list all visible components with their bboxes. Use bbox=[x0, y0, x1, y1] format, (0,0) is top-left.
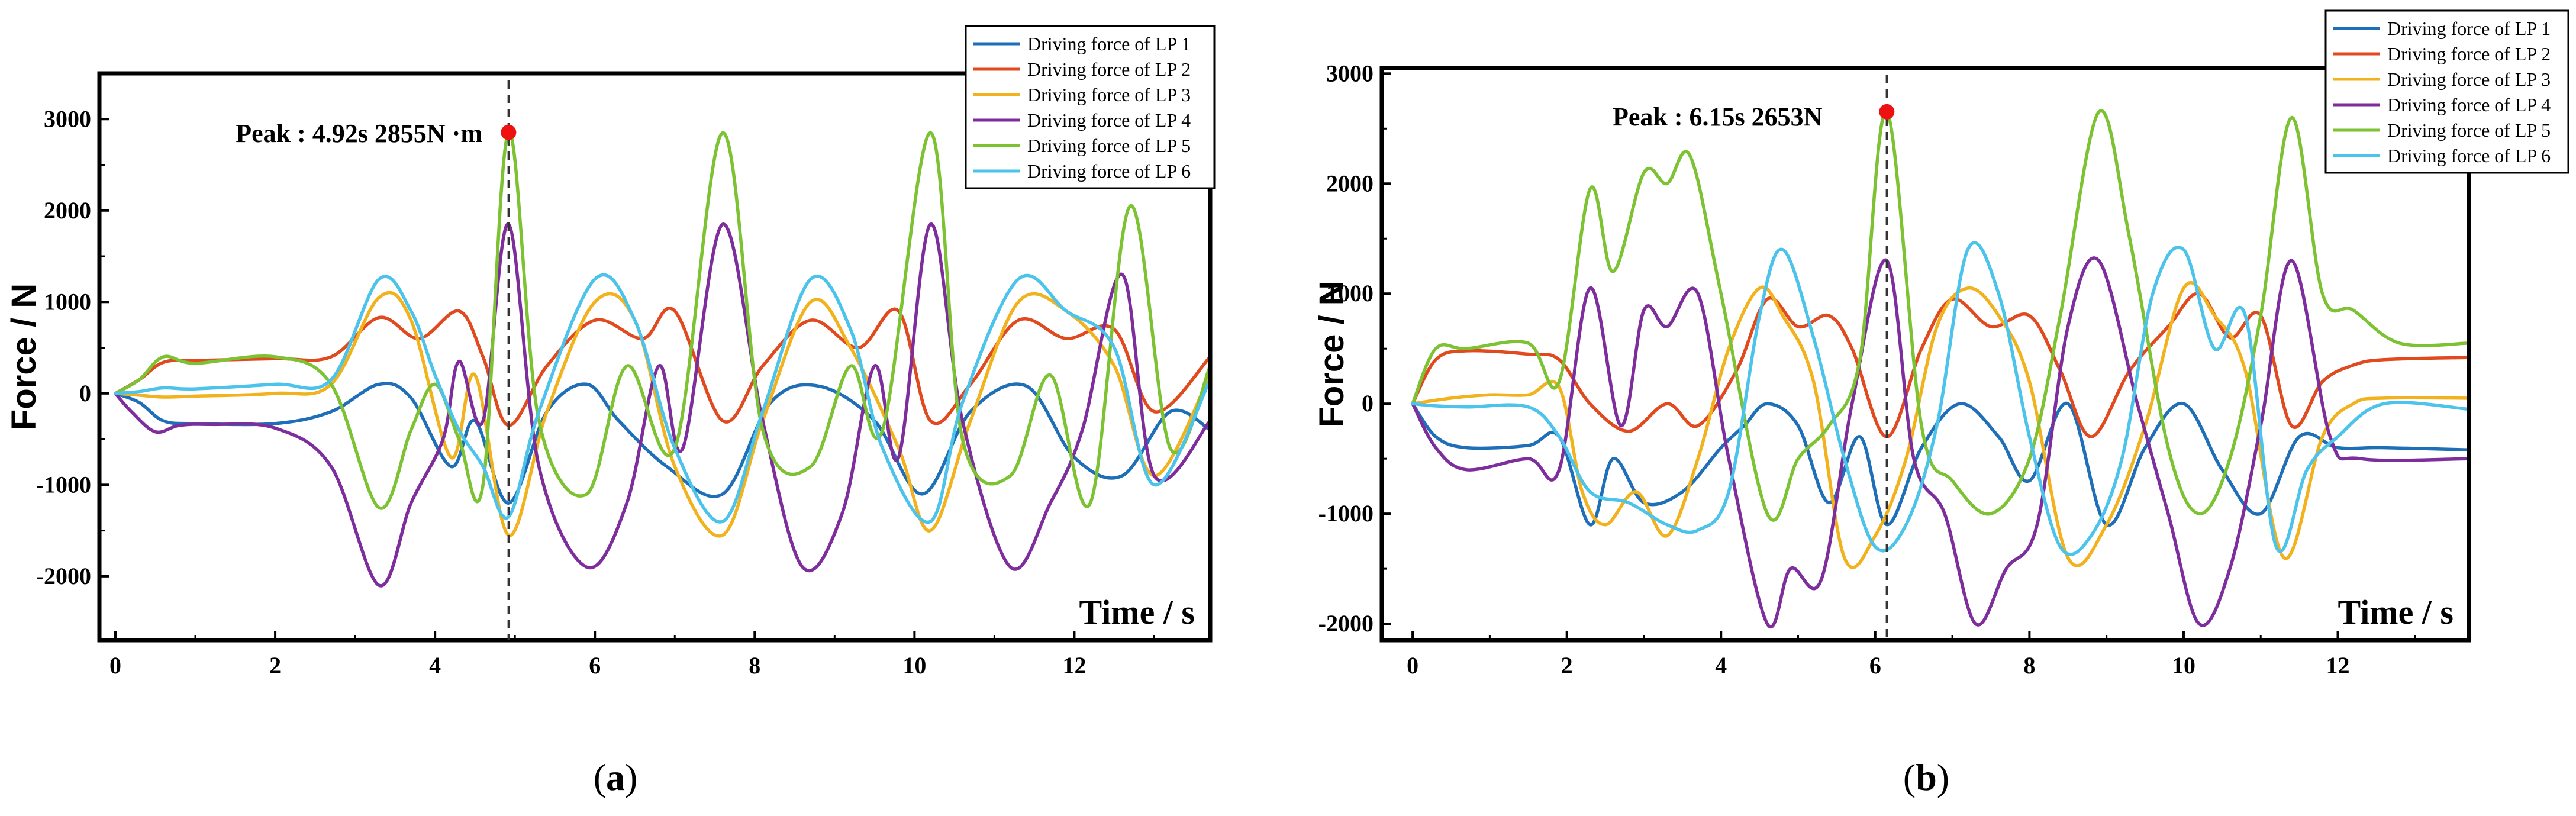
legend-label-lp3: Driving force of LP 3 bbox=[1027, 84, 1191, 105]
x-tick-label: 12 bbox=[2326, 652, 2350, 679]
legend-label-lp2: Driving force of LP 2 bbox=[1027, 59, 1191, 80]
legend-label-lp5: Driving force of LP 5 bbox=[1027, 135, 1191, 156]
series-group bbox=[114, 130, 1210, 588]
plot-frame bbox=[1379, 66, 2471, 643]
y-tick-label: 1000 bbox=[1326, 280, 1374, 307]
legend-label-lp4: Driving force of LP 4 bbox=[2387, 94, 2551, 115]
x-tick-label: 6 bbox=[589, 652, 601, 679]
x-tick-label: 2 bbox=[269, 652, 281, 679]
legend-box bbox=[965, 25, 1216, 189]
peak-label: Peak : 4.92s 2855N ·m bbox=[236, 119, 482, 148]
x-tick-label: 0 bbox=[1407, 652, 1418, 679]
y-tick-label: -2000 bbox=[1318, 610, 1374, 637]
legend: Driving force of LP 1 Driving force of LP… bbox=[965, 25, 1216, 189]
y-axis-label: Force / N bbox=[5, 283, 43, 430]
x-tick-label: 8 bbox=[2023, 652, 2035, 679]
x-tick-label: 10 bbox=[2172, 652, 2195, 679]
series-line-lp1 bbox=[1411, 401, 2469, 527]
y-tick-label: -1000 bbox=[1318, 500, 1374, 527]
x-tick-label: 10 bbox=[902, 652, 926, 679]
x-axis-label: Time / s bbox=[1079, 593, 1195, 631]
series-line-lp6 bbox=[1411, 241, 2469, 556]
series-line-lp4 bbox=[1411, 256, 2469, 628]
y-tick-label: 0 bbox=[1362, 390, 1374, 417]
x-axis-label: Time / s bbox=[2338, 593, 2454, 631]
x-tick-label: 6 bbox=[1869, 652, 1881, 679]
series-group bbox=[1411, 109, 2469, 628]
x-tick-label: 4 bbox=[1715, 652, 1727, 679]
panel-caption-b: (b) bbox=[1903, 756, 1949, 798]
y-tick-label: 3000 bbox=[44, 105, 91, 132]
legend-label-lp4: Driving force of LP 4 bbox=[1027, 109, 1191, 131]
series-line-lp5 bbox=[1411, 109, 2469, 522]
x-tick-label: 8 bbox=[749, 652, 760, 679]
series-line-lp4 bbox=[114, 222, 1210, 588]
y-tick-label: -1000 bbox=[36, 471, 91, 498]
legend-label-lp1: Driving force of LP 1 bbox=[2387, 18, 2551, 39]
series-line-lp2 bbox=[1411, 292, 2469, 438]
chart-panel-a: -2000 -1000 0 1000 2000 3000 0 2 4 6 8 10 12 Force / … bbox=[5, 25, 1216, 679]
legend-label-lp3: Driving force of LP 3 bbox=[2387, 69, 2551, 90]
x-tick-label: 12 bbox=[1062, 652, 1086, 679]
x-tick-label: 0 bbox=[109, 652, 121, 679]
y-tick-label: 0 bbox=[79, 380, 91, 407]
legend-box bbox=[2324, 9, 2569, 174]
legend-label-lp2: Driving force of LP 2 bbox=[2387, 43, 2551, 64]
series-line-lp5 bbox=[114, 130, 1210, 510]
chart-panel-b: -2000 -1000 0 1000 2000 3000 0 2 4 6 8 10 12 Force / … bbox=[1313, 9, 2569, 679]
series-line-lp2 bbox=[114, 307, 1210, 427]
series-line-lp6 bbox=[114, 273, 1210, 524]
y-tick-label: 3000 bbox=[1326, 60, 1374, 86]
legend-label-lp1: Driving force of LP 1 bbox=[1027, 33, 1191, 54]
y-axis-label: Force / N bbox=[1313, 280, 1351, 427]
plot-frame bbox=[97, 71, 1213, 643]
y-tick-label: 1000 bbox=[44, 288, 91, 315]
legend-label-lp6: Driving force of LP 6 bbox=[1027, 160, 1191, 182]
peak-label: Peak : 6.15s 2653N bbox=[1613, 102, 1823, 131]
series-line-lp1 bbox=[114, 382, 1210, 505]
legend-label-lp5: Driving force of LP 5 bbox=[2387, 120, 2551, 141]
y-tick-label: 2000 bbox=[1326, 170, 1374, 196]
legend: Driving force of LP 1 Driving force of LP… bbox=[2324, 9, 2569, 174]
peak-marker bbox=[1879, 104, 1895, 120]
peak-marker bbox=[501, 124, 517, 140]
x-tick-label: 4 bbox=[429, 652, 441, 679]
y-tick-label: -2000 bbox=[36, 563, 91, 589]
legend-label-lp6: Driving force of LP 6 bbox=[2387, 145, 2551, 166]
x-tick-label: 2 bbox=[1561, 652, 1573, 679]
y-tick-label: 2000 bbox=[44, 197, 91, 224]
series-line-lp3 bbox=[114, 291, 1210, 538]
panel-caption-a: (a) bbox=[594, 756, 638, 798]
